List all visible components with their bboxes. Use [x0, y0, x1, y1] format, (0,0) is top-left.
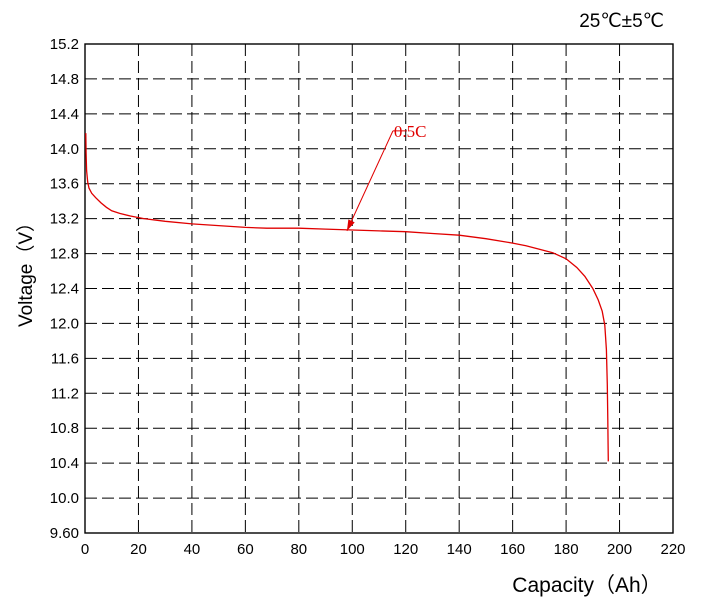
y-tick-label: 10.0 [50, 490, 79, 507]
y-tick-label: 10.4 [50, 455, 79, 472]
y-tick-label: 11.6 [51, 350, 79, 367]
x-tick-label: 0 [81, 541, 89, 558]
x-tick-label: 200 [607, 541, 632, 558]
y-tick-label: 12.8 [50, 246, 79, 263]
y-tick-label: 13.2 [50, 211, 79, 228]
y-tick-label: 14.4 [50, 106, 79, 123]
y-axis-label: Voltage（V） [15, 213, 37, 327]
chart-title: 25℃±5℃ [579, 11, 664, 32]
x-tick-labels: 0 20 40 60 80 100 120 140 160 180 200 220 [81, 541, 686, 558]
discharge-curve-line [85, 133, 609, 462]
y-tick-label: 14.8 [50, 71, 79, 88]
x-tick-label: 20 [130, 541, 147, 558]
x-tick-label: 100 [340, 541, 365, 558]
x-tick-label: 160 [500, 541, 525, 558]
annotation-arrowhead [346, 219, 355, 231]
y-tick-label: 12.4 [50, 281, 79, 298]
grid [85, 44, 673, 533]
x-tick-label: 220 [660, 541, 685, 558]
x-tick-label: 40 [184, 541, 201, 558]
y-tick-label: 15.2 [50, 36, 79, 53]
plot-frame [84, 43, 674, 534]
x-tick-label: 120 [393, 541, 418, 558]
y-tick-label: 11.2 [51, 385, 79, 402]
y-tick-label: 14.0 [50, 141, 79, 158]
x-tick-label: 180 [554, 541, 579, 558]
x-axis-label: Capacity（Ah） [512, 574, 661, 597]
annotation-label: 0.5C [394, 122, 427, 141]
x-tick-label: 80 [290, 541, 307, 558]
y-tick-label: 13.6 [50, 176, 79, 193]
y-tick-label: 10.8 [50, 420, 79, 437]
x-tick-label: 60 [237, 541, 254, 558]
x-tick-label: 140 [447, 541, 472, 558]
y-tick-label: 12.0 [50, 315, 79, 332]
y-tick-label: 9.60 [50, 525, 79, 542]
annotation-leader-line [346, 130, 394, 232]
y-tick-labels: 9.60 10.0 10.4 10.8 11.2 11.6 12.0 12.4 12.8 13.2… [50, 36, 79, 542]
